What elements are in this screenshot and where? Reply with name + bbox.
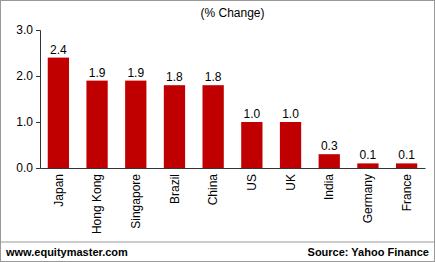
data-label: 2.4 (50, 43, 67, 57)
bar (48, 58, 69, 168)
y-tick: 3.0 (16, 23, 40, 37)
x-tick: France (400, 168, 414, 211)
data-label: 0.3 (321, 139, 338, 153)
chart: 0.0 1.0 2.0 3.0 Japan Hong Kong Singapore Brazi… (0, 0, 435, 262)
x-tick: India (322, 168, 336, 200)
frame (1, 1, 435, 262)
bars (48, 58, 418, 168)
data-label: 1.0 (282, 107, 299, 121)
bar (164, 85, 185, 168)
y-axis: 0.0 1.0 2.0 3.0 (16, 23, 40, 175)
x-tick-label: Singapore (129, 174, 143, 229)
x-tick-label: Brazil (168, 174, 182, 204)
x-tick: Hong Kong (90, 168, 104, 234)
x-tick: Brazil (168, 168, 182, 204)
x-tick: China (206, 168, 220, 205)
y-tick: 0.0 (16, 161, 40, 175)
y-tick-label: 0.0 (16, 161, 33, 175)
bar (241, 122, 262, 168)
data-labels: 2.4 1.9 1.9 1.8 1.8 1.0 1.0 0.3 0.1 0.1 (50, 43, 415, 163)
plot: 0.0 1.0 2.0 3.0 Japan Hong Kong Singapore Brazi… (16, 23, 425, 234)
data-label: 1.8 (205, 70, 222, 84)
x-tick-label: China (206, 174, 220, 206)
x-tick: Japan (52, 168, 66, 207)
y-tick: 2.0 (16, 69, 40, 83)
x-axis: Japan Hong Kong Singapore Brazil China US UK In… (41, 168, 426, 234)
x-tick: US (245, 168, 259, 191)
data-label: 0.1 (360, 148, 377, 162)
source: Source: Yahoo Finance (308, 246, 429, 258)
bar (396, 163, 417, 168)
y-tick-label: 3.0 (16, 23, 33, 37)
bar (319, 154, 340, 168)
y-tick-mark (36, 76, 40, 77)
y-tick: 1.0 (16, 115, 40, 129)
bar (203, 85, 224, 168)
x-tick-label: UK (284, 174, 298, 191)
x-tick: Germany (361, 168, 375, 223)
y-tick-label: 1.0 (16, 115, 33, 129)
bar (280, 122, 301, 168)
website: www.equitymaster.com (5, 246, 128, 258)
y-tick-label: 2.0 (16, 69, 33, 83)
y-tick-mark (36, 30, 40, 31)
y-tick-mark (36, 122, 40, 123)
bar (357, 163, 378, 168)
data-label: 1.0 (244, 107, 261, 121)
x-tick-label: Hong Kong (90, 174, 104, 234)
footer-rule (1, 242, 434, 243)
x-tick-label: US (245, 174, 259, 191)
x-tick-label: Japan (52, 174, 66, 207)
x-tick-label: France (400, 174, 414, 212)
bar (86, 81, 107, 168)
data-label: 1.9 (127, 66, 144, 80)
y-tick-mark (36, 168, 40, 169)
x-tick-label: Germany (361, 174, 375, 223)
data-label: 1.9 (89, 66, 106, 80)
title: (% Change) (200, 6, 264, 20)
bar (125, 81, 146, 168)
x-axis-line (41, 168, 426, 169)
x-tick: UK (284, 168, 298, 191)
x-tick-label: India (322, 174, 336, 200)
data-label: 1.8 (166, 70, 183, 84)
x-tick: Singapore (129, 168, 143, 229)
data-label: 0.1 (398, 148, 415, 162)
y-axis-line (36, 31, 41, 169)
